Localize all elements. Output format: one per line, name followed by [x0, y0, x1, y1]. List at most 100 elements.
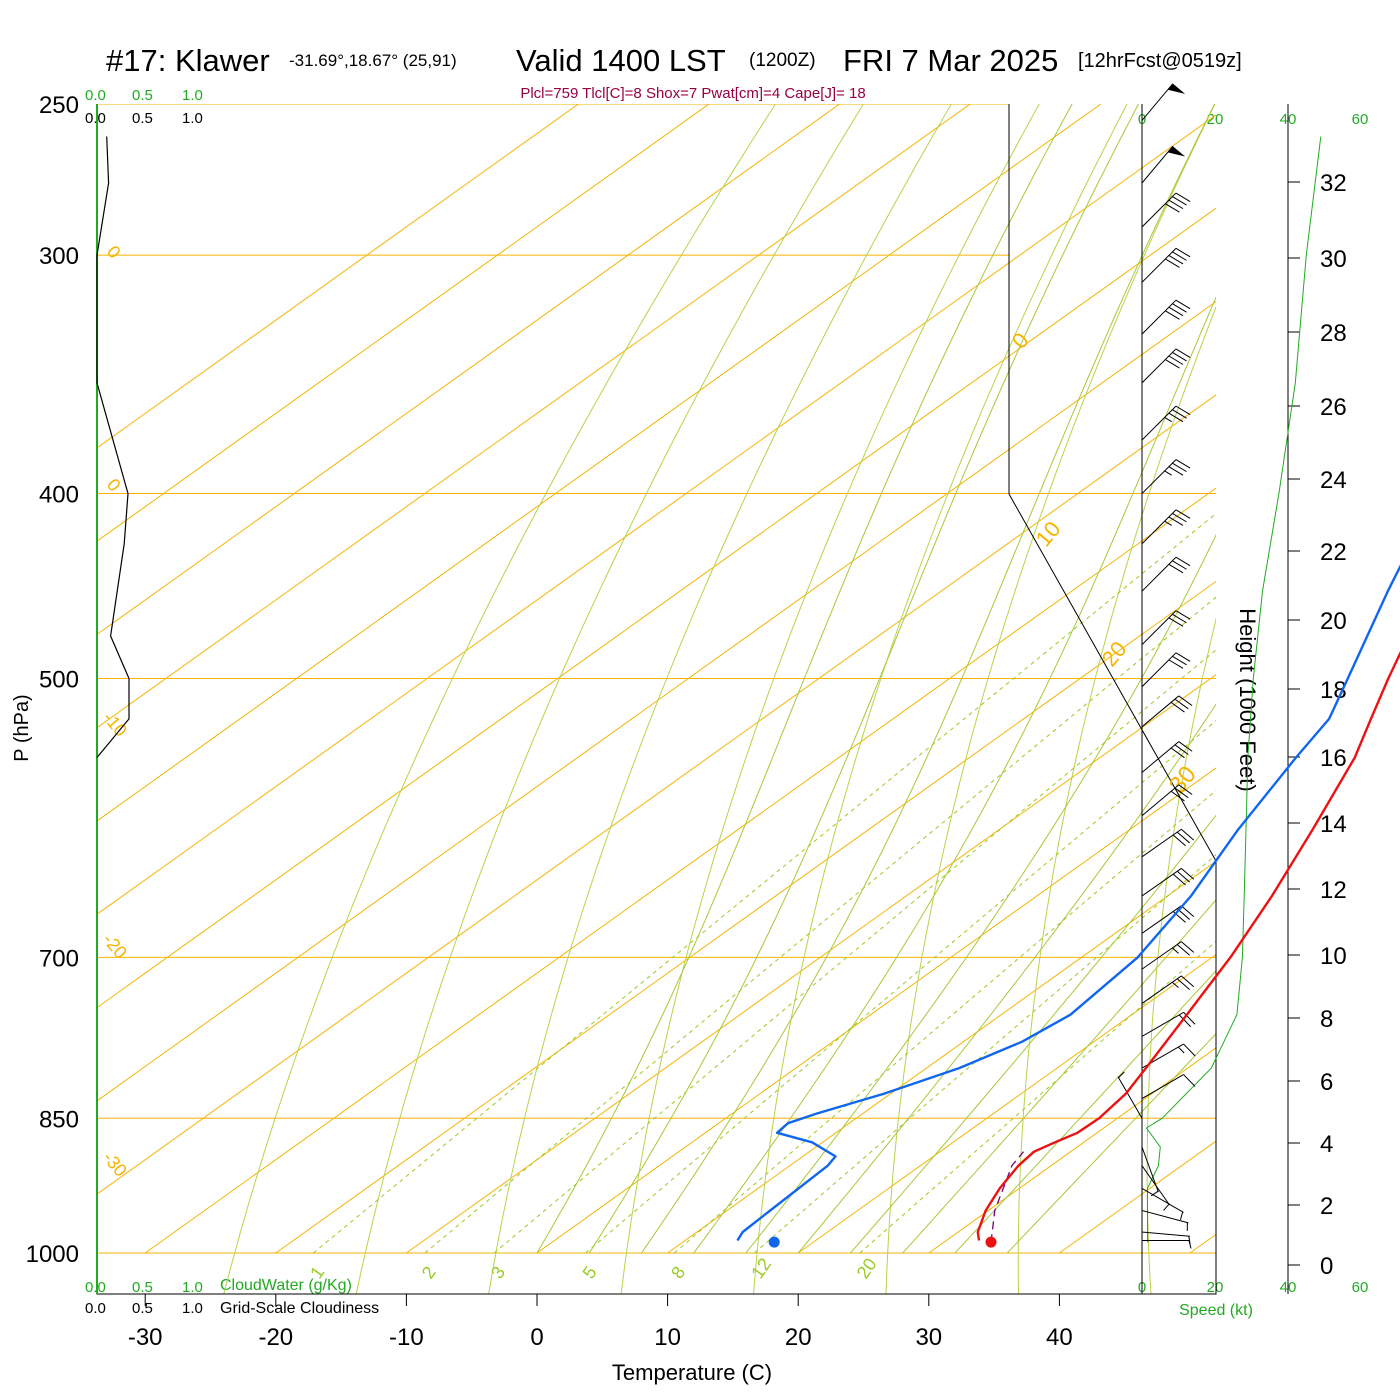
cloudiness-label: Grid-Scale Cloudiness	[220, 1300, 379, 1317]
height-tick-label: 10	[1320, 943, 1347, 970]
isotherm-label: -30	[99, 1148, 131, 1181]
station-coords: -31.69°,18.67° (25,91)	[289, 51, 457, 70]
wind-barb	[1141, 1165, 1170, 1211]
wind-barb-feather	[1180, 905, 1195, 918]
height-tick-label: 20	[1320, 608, 1347, 635]
height-tick-label: 6	[1320, 1069, 1333, 1096]
wind-barb-feather	[1170, 790, 1185, 802]
dry-adiabat	[620, 104, 1040, 1294]
wind-barb-feather	[1174, 787, 1189, 799]
cloudiness-tick-2: 1.0	[182, 110, 203, 127]
dry-adiabat	[1146, 617, 1216, 1294]
wind-barb-shaft	[1141, 652, 1177, 688]
dry-adiabat	[223, 104, 777, 1294]
wind-barb-shaft	[1141, 1165, 1170, 1206]
temperature-tick-label: 20	[785, 1324, 812, 1351]
wind-barb-feather	[1168, 412, 1184, 423]
wind-barb-feather	[1172, 873, 1186, 886]
wind-barb-shaft	[1141, 509, 1177, 545]
temperature-tick-label: 30	[915, 1324, 942, 1351]
valid-date: FRI 7 Mar 2025	[843, 43, 1058, 78]
wind-barb	[1141, 1210, 1189, 1231]
wind-barb-feather	[1180, 941, 1195, 953]
wind-barb-shaft	[1141, 192, 1177, 228]
wind-barb-feather	[1178, 695, 1193, 707]
wind-barb-feather	[1168, 563, 1184, 574]
wind-barb-feather	[1175, 652, 1191, 662]
isotherm-line	[536, 767, 1216, 1254]
wind-barb-feather	[1172, 613, 1187, 624]
wind-barb-shaft	[1117, 1076, 1143, 1119]
wind-barb-feather	[1172, 462, 1187, 473]
cloudwater-tick-1: 0.5	[132, 87, 153, 104]
wind-barb	[1141, 299, 1191, 335]
wind-barb-feather	[1183, 1012, 1196, 1025]
wind-barb-shaft	[1141, 695, 1180, 728]
wind-barb-feather	[1175, 348, 1191, 358]
wind-barb-feather	[1178, 784, 1193, 795]
wind-barb	[1141, 975, 1195, 1004]
wind-barb	[1141, 83, 1186, 121]
wind-barb-shaft	[1141, 905, 1182, 934]
isotherm-line	[667, 860, 1216, 1254]
wind-barb-half-feather	[1163, 1203, 1170, 1211]
mixing-ratio-label: 3	[487, 1263, 509, 1283]
isotherm-label: 0	[103, 242, 125, 263]
height-tick-label: 8	[1320, 1006, 1333, 1033]
pressure-tick-label: 400	[39, 482, 79, 509]
wind-barb-flag	[1167, 146, 1186, 157]
wind-barb-feather	[1175, 459, 1191, 469]
height-tick-label: 22	[1320, 539, 1347, 566]
wind-barb-shaft	[1141, 1011, 1184, 1037]
parcel-path-line	[990, 1151, 1025, 1243]
wind-barb-shaft	[1141, 1187, 1184, 1213]
height-tick-label: 4	[1320, 1131, 1333, 1158]
temperature-tick-label: -30	[128, 1324, 163, 1351]
wind-barb-feather	[1172, 303, 1187, 313]
cloudiness-tick-2-bottom: 1.0	[182, 1300, 203, 1317]
valid-time: Valid 1400 LST	[516, 43, 726, 78]
wind-barb-feather	[1174, 698, 1189, 710]
speed-label: Speed (kt)	[1179, 1302, 1253, 1319]
isotherm-line	[275, 580, 1216, 1254]
isotherm-label: 10	[1031, 516, 1066, 551]
cloudwater-label: CloudWater (g/Kg)	[220, 1277, 352, 1294]
wind-barb-shaft	[1141, 784, 1180, 817]
wind-barb-feather	[1168, 254, 1184, 265]
mixing-ratio-label: 8	[667, 1263, 689, 1283]
wind-barb-feather	[1175, 556, 1191, 567]
pressure-tick-label: 250	[39, 92, 79, 119]
wind-barb-feather	[1172, 196, 1187, 206]
wind-barb-half-feather	[1171, 947, 1179, 954]
cloudiness-line	[96, 136, 130, 758]
wind-barb-feather	[1168, 659, 1184, 669]
forecast-info: [12hrFcst@0519z]	[1078, 50, 1242, 72]
wind-barb-shaft	[1141, 1210, 1189, 1224]
mixing-ratio-label: 5	[578, 1263, 600, 1283]
cloudiness-tick-0-bottom: 0.0	[85, 1300, 106, 1317]
wind-barb-shaft	[1141, 145, 1174, 184]
wind-barb-shaft	[1141, 1074, 1184, 1099]
wind-barb-half-feather	[1164, 470, 1172, 476]
wind-barb	[1141, 905, 1195, 934]
wind-barb-shaft	[1141, 610, 1177, 646]
wind-barb	[1141, 1011, 1196, 1037]
wind-barb-feather	[1172, 409, 1187, 419]
cloudiness-profile	[96, 136, 130, 758]
wind-barb-shaft	[1141, 348, 1177, 384]
mixing-ratio-line	[585, 719, 1216, 1254]
wind-barb	[1141, 695, 1193, 728]
wind-barb-half-feather	[1179, 1211, 1184, 1220]
cloudiness-tick-1: 0.5	[132, 110, 153, 127]
zulu-time: (1200Z)	[749, 50, 816, 71]
wind-barb-shaft	[1141, 941, 1182, 970]
moist-adiabat	[1006, 1033, 1216, 1254]
wind-barb-feather	[1175, 610, 1191, 620]
wind-barb-half-feather	[1178, 1046, 1185, 1054]
cloudwater-tick-0-bottom: 0.0	[85, 1279, 106, 1296]
wind-barb	[1141, 1187, 1184, 1220]
cloudwater-tick-2: 1.0	[182, 87, 203, 104]
wind-barb	[1141, 1231, 1191, 1245]
